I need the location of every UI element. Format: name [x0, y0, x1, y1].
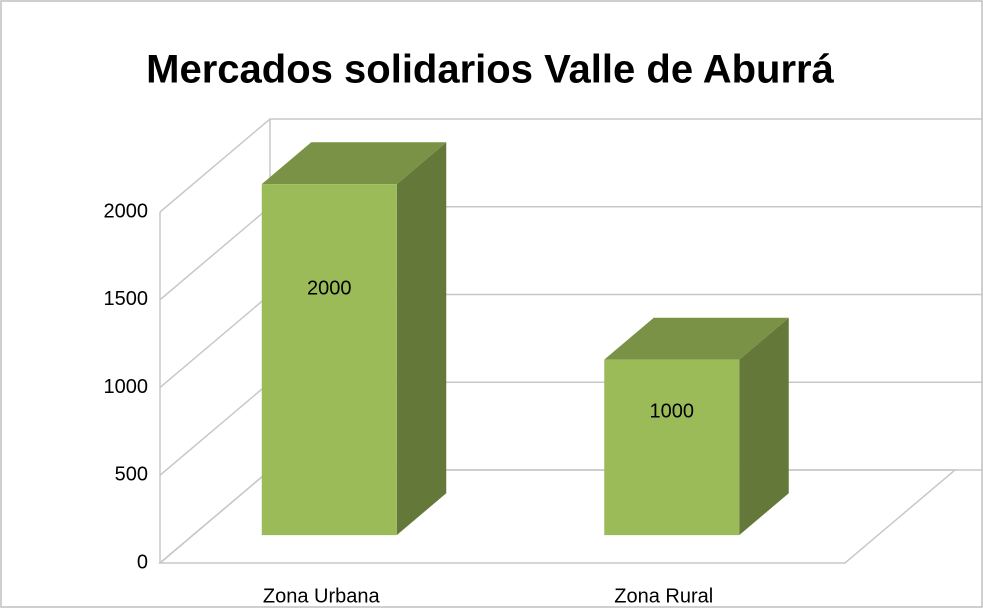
- x-tick-label: Zona Rural: [614, 585, 713, 607]
- bar-front: [261, 184, 397, 536]
- y-tick-label: 1000: [104, 376, 149, 398]
- bar-side: [396, 142, 447, 536]
- data-label: 2000: [307, 278, 352, 300]
- y-tick-label: 500: [115, 464, 148, 486]
- bar: [604, 317, 789, 536]
- y-tick-label: 2000: [104, 200, 149, 222]
- bar-side: [739, 317, 789, 536]
- grid-line: [159, 118, 983, 213]
- y-tick-label: 0: [137, 551, 148, 573]
- bar-front: [604, 359, 740, 536]
- data-label: 1000: [650, 401, 695, 423]
- bar-top: [604, 317, 789, 360]
- x-tick-label: Zona Urbana: [263, 585, 381, 607]
- y-tick-label: 1500: [104, 288, 149, 310]
- chart-title: Mercados solidarios Valle de Aburrá: [146, 48, 834, 92]
- bar-top: [261, 142, 447, 185]
- bar: [261, 142, 447, 536]
